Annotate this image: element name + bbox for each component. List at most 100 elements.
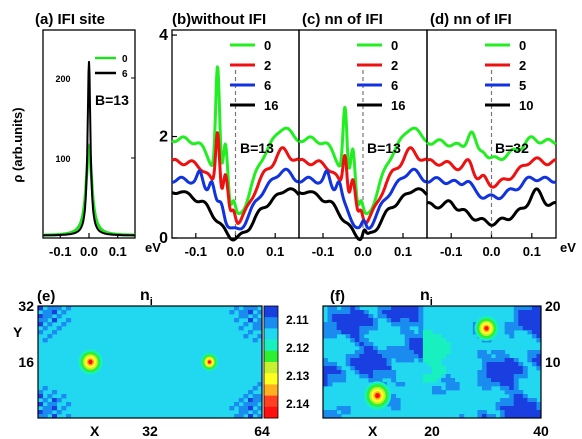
heatmap-cell-f <box>395 346 401 351</box>
heatmap-cell-e <box>248 390 254 395</box>
heatmap-cell-e <box>252 306 258 311</box>
heatmap-cell-f <box>481 382 487 387</box>
heatmap-cell-f <box>518 390 524 395</box>
heatmap-cell-e <box>66 318 72 323</box>
heatmap-cell-f <box>527 410 533 415</box>
heatmap-cell-f <box>386 362 392 367</box>
colorbar-label-2: 2.13 <box>286 369 310 383</box>
heatmap-cell-e <box>56 326 62 331</box>
heatmap-cell-f <box>509 402 515 407</box>
heatmap-cell-f <box>486 386 492 391</box>
heatmap-cell-e <box>42 310 48 315</box>
heatmap-cell-f <box>323 334 328 339</box>
xtick-label-a-1: 0.0 <box>80 244 98 259</box>
heatmap-cell-f <box>518 370 524 375</box>
heatmap-cell-f <box>363 354 369 359</box>
heatmap-cell-f <box>495 350 501 355</box>
series-line-d-5 <box>426 175 557 201</box>
heatmap-cell-f <box>522 366 528 371</box>
heatmap-cell-f <box>495 362 501 367</box>
heatmap-cell-e <box>66 414 72 419</box>
heatmap-cell-f <box>536 354 542 359</box>
heatmap-cell-f <box>368 322 374 327</box>
heatmap-cell-f <box>509 330 515 335</box>
heatmap-cell-f <box>536 406 542 411</box>
xtick-label-b-2: 0.1 <box>266 244 284 259</box>
heatmap-cell-f <box>400 358 406 363</box>
heatmap-cell-f <box>391 406 397 411</box>
heatmap-cell-e <box>257 414 263 419</box>
heatmap-cell-f <box>409 342 415 347</box>
heatmap-cell-f <box>332 378 338 383</box>
legend-label-d-10: 10 <box>519 98 533 113</box>
heatmap-cell-f <box>536 330 542 335</box>
heatmap-cell-e <box>56 398 62 403</box>
heatmap-cell-f <box>422 334 428 339</box>
heatmap-cell-f <box>332 414 338 419</box>
heatmap-cell-f <box>491 378 496 383</box>
heatmap-cell-e <box>238 410 244 415</box>
heatmap-cell-f <box>395 382 401 387</box>
heatmap-cell-f <box>413 346 419 351</box>
heatmap-cell-e <box>52 414 58 419</box>
heatmap-cell-f <box>504 362 510 367</box>
heatmap-cell-f <box>441 390 447 395</box>
heatmap-cell-f <box>382 362 387 367</box>
heatmap-cell-f <box>354 366 360 371</box>
heatmap-cell-f <box>518 362 524 367</box>
heatmap-cell-f <box>513 314 519 319</box>
heatmap-cell-f <box>513 386 519 391</box>
series-line-c-0 <box>298 105 428 216</box>
heatmap-cell-f <box>418 310 424 315</box>
heatmap-cell-f <box>445 346 451 351</box>
heatmap-cell-f <box>418 350 424 355</box>
series-line-b-0 <box>171 65 300 216</box>
heatmap-cell-f <box>363 310 369 315</box>
heatmap-cell-f <box>332 318 338 323</box>
heatmap-cell-f <box>368 362 374 367</box>
heatmap-cell-e <box>56 410 62 415</box>
heatmap-cell-f <box>395 314 401 319</box>
heatmap-cell-f <box>363 314 369 319</box>
xtick-label-e-1: 64 <box>254 423 270 439</box>
heatmap-cell-f <box>481 414 487 419</box>
xtick-label-e-0: 32 <box>142 423 158 439</box>
heatmap-cell-f <box>354 350 360 355</box>
heatmap-cell-f <box>536 362 542 367</box>
heatmap-cell-f <box>531 334 537 339</box>
heatmap-cell-f <box>500 362 506 367</box>
heatmap-cell-f <box>486 414 492 419</box>
heatmap-cell-e <box>42 318 48 323</box>
panel-e-heading-sub: i <box>150 296 153 308</box>
heatmap-cell-f <box>513 366 519 371</box>
heatmap-cell-e <box>42 338 48 343</box>
heatmap-cell-f <box>395 322 401 327</box>
heatmap-cell-f <box>409 314 415 319</box>
heatmap-cell-e <box>66 402 72 407</box>
heatmap-cell-f <box>504 354 510 359</box>
heatmap-cell-f <box>477 374 483 379</box>
heatmap-cell-f <box>336 378 342 383</box>
heatmap-cell-f <box>509 410 515 415</box>
heatmap-cell-f <box>395 406 401 411</box>
heatmap-cell-e <box>47 306 53 311</box>
panel-b: (b)without IFI -0.1 0.0 0.1 0 2 4 0 2 6 16 B=13 <box>159 11 301 259</box>
annotation-a: B=13 <box>95 92 129 108</box>
series-line-b-6 <box>171 167 300 231</box>
heatmap-cell-f <box>522 314 528 319</box>
heatmap-cell-e <box>56 314 62 319</box>
heatmap-cell-f <box>445 386 451 391</box>
heatmap-cell-f <box>504 386 510 391</box>
heatmap-cell-f <box>454 382 460 387</box>
heatmap-cell-f <box>522 322 528 327</box>
heatmap-cell-f <box>427 346 433 351</box>
heatmap-cell-e <box>243 394 249 399</box>
heatmap-cell-f <box>531 306 537 311</box>
heatmap-cell-f <box>377 354 383 359</box>
heatmap-cell-f <box>418 354 424 359</box>
heatmap-cell-f <box>450 382 456 387</box>
heatmap-cell-f <box>491 362 496 367</box>
heatmap-cell-f <box>341 370 347 375</box>
heatmap-cell-f <box>491 382 496 387</box>
heatmap-cell-f <box>350 362 356 367</box>
